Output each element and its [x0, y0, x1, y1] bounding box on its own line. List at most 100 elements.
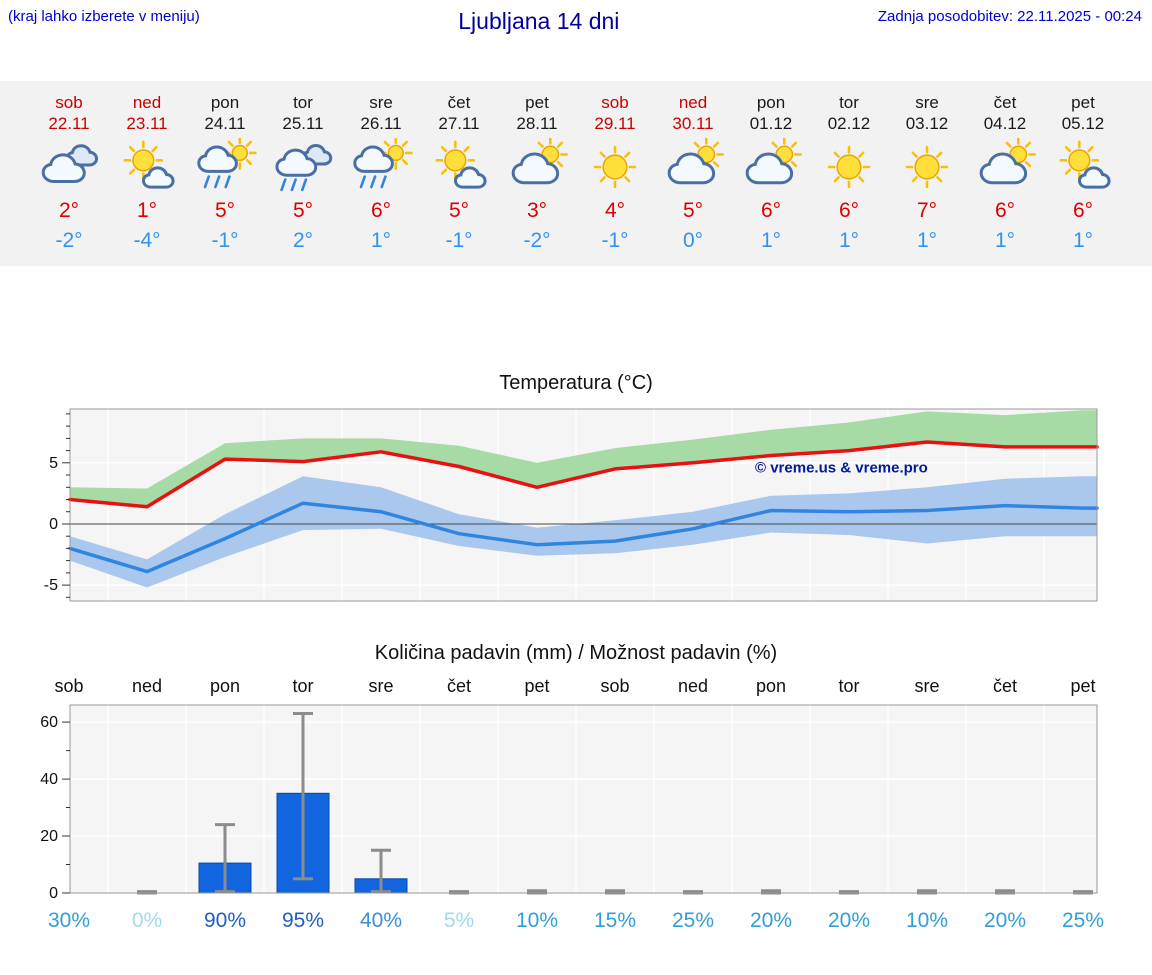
forecast-day[interactable]: pet 05.12 6° 1° — [1044, 93, 1122, 254]
forecast-day[interactable]: ned 30.11 5° 0° — [654, 93, 732, 254]
forecast-strip: sob 22.11 2° -2° ned 23.11 1° -4° pon 24… — [0, 81, 1152, 266]
day-name: tor — [293, 93, 313, 112]
forecast-day[interactable]: sob 29.11 4° -1° — [576, 93, 654, 254]
precip-probability: 95% — [281, 909, 325, 932]
forecast-day[interactable]: pon 24.11 5° -1° — [186, 93, 264, 254]
precip-day-label: sre — [914, 676, 940, 696]
day-name: pet — [1071, 93, 1095, 112]
day-date: 30.11 — [672, 114, 714, 133]
temp-min: 1° — [838, 229, 860, 252]
day-name: sob — [601, 93, 629, 112]
page-title: Ljubljana 14 dni — [458, 8, 620, 34]
watermark-text[interactable]: © vreme.us & vreme.pro — [755, 460, 928, 477]
temp-min: -1° — [211, 229, 239, 252]
weather-cloud-sun-icon — [966, 138, 1044, 196]
day-name: pon — [756, 93, 786, 112]
day-date: 24.11 — [204, 114, 246, 133]
precip-day-label: čet — [446, 676, 471, 696]
weather-cloudy-icon — [30, 138, 108, 196]
temp-min: -1° — [445, 229, 473, 252]
precip-day-label: pon — [755, 676, 787, 696]
weather-rain-sun-icon — [186, 138, 264, 196]
day-date: 29.11 — [594, 114, 636, 133]
forecast-day[interactable]: sre 26.11 6° 1° — [342, 93, 420, 254]
temp-max: 6° — [838, 199, 860, 222]
y-tick-label: 20 — [40, 828, 58, 845]
y-tick-label: 60 — [40, 714, 58, 731]
day-name: tor — [839, 93, 859, 112]
line-max-temperatura — [68, 440, 1099, 509]
precip-probability: 25% — [671, 909, 715, 932]
precip-probability: 90% — [203, 909, 247, 932]
temp-min: -1° — [601, 229, 629, 252]
forecast-day[interactable]: sre 03.12 7° 1° — [888, 93, 966, 254]
precipitation-chart: 0 20 40 60 — [0, 699, 1152, 904]
band-max-razpon — [70, 410, 1097, 507]
day-name: sob — [55, 93, 83, 112]
day-name: sre — [369, 93, 393, 112]
day-name: ned — [132, 93, 162, 112]
temperature-chart: -5 0 5 © vreme.us & vreme.pro — [0, 403, 1152, 612]
precip-probability: 20% — [983, 909, 1027, 932]
temperature-chart-title: Temperatura (°C) — [499, 372, 653, 394]
day-name: ned — [678, 93, 708, 112]
weather-sun-icon — [810, 138, 888, 196]
forecast-day[interactable]: ned 23.11 1° -4° — [108, 93, 186, 254]
temp-min: 0° — [682, 229, 704, 252]
line-min-temperatura — [68, 501, 1099, 574]
forecast-day[interactable]: čet 27.11 5° -1° — [420, 93, 498, 254]
last-update-text: Zadnja posodobitev: 22.11.2025 - 00:24 — [877, 8, 1142, 25]
day-date: 03.12 — [905, 114, 949, 133]
precip-day-label: tor — [292, 676, 314, 696]
day-name: čet — [447, 93, 471, 112]
precipitation-chart-svg: 0 20 40 60 — [40, 704, 1098, 902]
temp-min: 1° — [916, 229, 938, 252]
precip-probability: 5% — [443, 909, 475, 932]
temp-min: -4° — [133, 229, 161, 252]
day-name: čet — [993, 93, 1017, 112]
temp-max: 4° — [604, 199, 626, 222]
precip-day-label: sre — [368, 676, 394, 696]
y-tick-label: 40 — [40, 771, 58, 788]
temp-min: 1° — [994, 229, 1016, 252]
temp-max: 6° — [994, 199, 1016, 222]
precip-day-label: pet — [1070, 676, 1096, 696]
precip-day-label: ned — [677, 676, 709, 696]
forecast-day[interactable]: sob 22.11 2° -2° — [30, 93, 108, 254]
precip-probability: 40% — [359, 909, 403, 932]
weather-sun-small-cloud-icon — [108, 138, 186, 196]
precipitation-chart-title: Količina padavin (mm) / Možnost padavin … — [374, 642, 778, 664]
precip-probability: 0% — [131, 909, 163, 932]
forecast-day[interactable]: pon 01.12 6° 1° — [732, 93, 810, 254]
menu-hint-link[interactable]: (kraj lahko izberete v meniju) — [8, 8, 200, 25]
temp-min: 2° — [292, 229, 314, 252]
precip-day-label: sob — [600, 676, 630, 696]
forecast-day[interactable]: tor 25.11 5° 2° — [264, 93, 342, 254]
precip-probability-row: 30% 0% 90% 95% 40% 5% 10% 15% 25% 20% 20% 10% 20% 25% — [30, 906, 1122, 936]
temp-min: 1° — [760, 229, 782, 252]
temp-max: 6° — [1072, 199, 1094, 222]
temp-max: 5° — [292, 199, 314, 222]
weather-cloud-sun-icon — [498, 138, 576, 196]
forecast-day[interactable]: čet 04.12 6° 1° — [966, 93, 1044, 254]
temp-max: 6° — [370, 199, 392, 222]
day-date: 04.12 — [983, 114, 1027, 133]
day-date: 22.11 — [48, 114, 90, 133]
y-tick-label: 0 — [49, 516, 58, 533]
day-date: 25.11 — [282, 114, 324, 133]
temp-max: 5° — [682, 199, 704, 222]
temp-min: -2° — [523, 229, 551, 252]
forecast-day[interactable]: pet 28.11 3° -2° — [498, 93, 576, 254]
precip-day-labels: sob ned pon tor sre čet pet sob ned pon tor sre čet p… — [30, 673, 1122, 699]
y-tick-label: 0 — [49, 885, 58, 899]
day-date: 02.12 — [827, 114, 871, 133]
forecast-day[interactable]: tor 02.12 6° 1° — [810, 93, 888, 254]
weather-sun-icon — [888, 138, 966, 196]
day-name: pon — [210, 93, 240, 112]
temp-max: 1° — [136, 199, 158, 222]
weather-rain-sun-icon — [342, 138, 420, 196]
day-date: 05.12 — [1061, 114, 1105, 133]
precip-probability: 10% — [515, 909, 559, 932]
day-date: 01.12 — [749, 114, 793, 133]
precip-day-label: pet — [524, 676, 550, 696]
